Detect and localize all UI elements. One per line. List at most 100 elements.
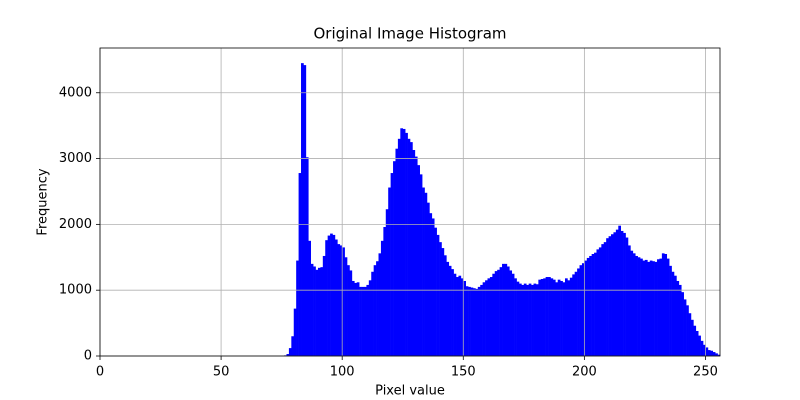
chart-title: Original Image Histogram <box>313 25 506 43</box>
bar <box>342 247 345 356</box>
bar <box>581 263 585 356</box>
bar <box>623 232 626 356</box>
bar <box>439 242 442 356</box>
bar <box>550 278 554 356</box>
bar <box>305 157 309 356</box>
bar <box>446 261 450 356</box>
bar <box>611 234 614 356</box>
bar <box>669 265 672 356</box>
bar <box>453 273 457 356</box>
bar <box>288 348 292 356</box>
bar <box>666 258 670 356</box>
bar <box>485 280 488 356</box>
bar <box>618 225 622 356</box>
y-tick-label: 1000 <box>59 283 92 298</box>
bar <box>337 244 341 356</box>
bar <box>463 280 467 356</box>
bar <box>589 255 592 356</box>
bar <box>632 253 636 356</box>
bar <box>388 187 391 356</box>
bar <box>705 347 709 356</box>
bar <box>349 270 353 356</box>
bar <box>540 279 544 356</box>
bar <box>594 252 597 356</box>
bar <box>690 319 694 356</box>
bar <box>717 354 721 356</box>
bar <box>334 239 338 356</box>
bar <box>443 255 447 356</box>
bar <box>330 233 333 356</box>
bar <box>627 245 631 356</box>
bar <box>533 283 537 356</box>
bar <box>456 277 459 356</box>
bar <box>417 165 420 356</box>
bar <box>567 280 571 356</box>
bar <box>686 305 689 356</box>
bar <box>373 265 377 356</box>
bar <box>482 282 486 356</box>
bar <box>327 235 331 356</box>
bar <box>620 230 624 356</box>
bar <box>598 247 602 356</box>
bar <box>603 242 607 356</box>
bar <box>371 271 374 356</box>
bar <box>291 336 295 356</box>
bar <box>487 278 491 356</box>
bar <box>419 174 423 356</box>
bar <box>359 286 362 356</box>
bar <box>615 229 619 356</box>
bar <box>710 350 714 356</box>
bar <box>635 255 638 356</box>
bar <box>412 150 416 356</box>
bar <box>402 128 406 356</box>
bar <box>584 260 588 356</box>
bar <box>572 274 575 356</box>
bar <box>293 308 297 356</box>
bar <box>303 65 307 356</box>
bar <box>683 299 687 356</box>
bar <box>472 288 476 356</box>
bar <box>332 234 336 356</box>
bar <box>664 253 668 356</box>
bar <box>339 245 343 356</box>
bar <box>511 273 515 356</box>
x-tick-label: 50 <box>213 365 230 380</box>
bar <box>531 284 534 356</box>
bar <box>586 257 590 356</box>
bar <box>577 268 580 356</box>
bar <box>673 275 677 356</box>
bar <box>637 257 641 356</box>
bar <box>712 352 716 356</box>
bar <box>380 240 384 356</box>
bar <box>608 236 612 356</box>
bar <box>286 354 290 356</box>
bar <box>526 284 529 356</box>
bar <box>356 282 360 356</box>
bar <box>431 218 435 356</box>
x-axis-label: Pixel value <box>375 384 445 399</box>
bar <box>671 271 675 356</box>
bar <box>557 279 561 356</box>
bar <box>313 266 316 356</box>
bar <box>407 138 411 356</box>
bar <box>470 287 474 356</box>
bar <box>640 258 643 356</box>
bar <box>414 156 418 356</box>
bar <box>347 265 350 356</box>
bar <box>654 261 658 356</box>
bar <box>509 270 513 356</box>
bar <box>606 238 609 356</box>
y-tick-label: 2000 <box>59 217 92 232</box>
bar <box>477 286 481 356</box>
x-tick-label: 0 <box>96 365 104 380</box>
bar <box>596 249 600 356</box>
bar <box>703 344 706 356</box>
bar <box>465 286 469 356</box>
bar <box>492 273 496 356</box>
bar <box>642 260 646 356</box>
bar <box>700 340 704 356</box>
bar <box>383 227 387 356</box>
bar <box>426 202 430 356</box>
bars <box>284 63 721 357</box>
bar <box>552 279 556 356</box>
